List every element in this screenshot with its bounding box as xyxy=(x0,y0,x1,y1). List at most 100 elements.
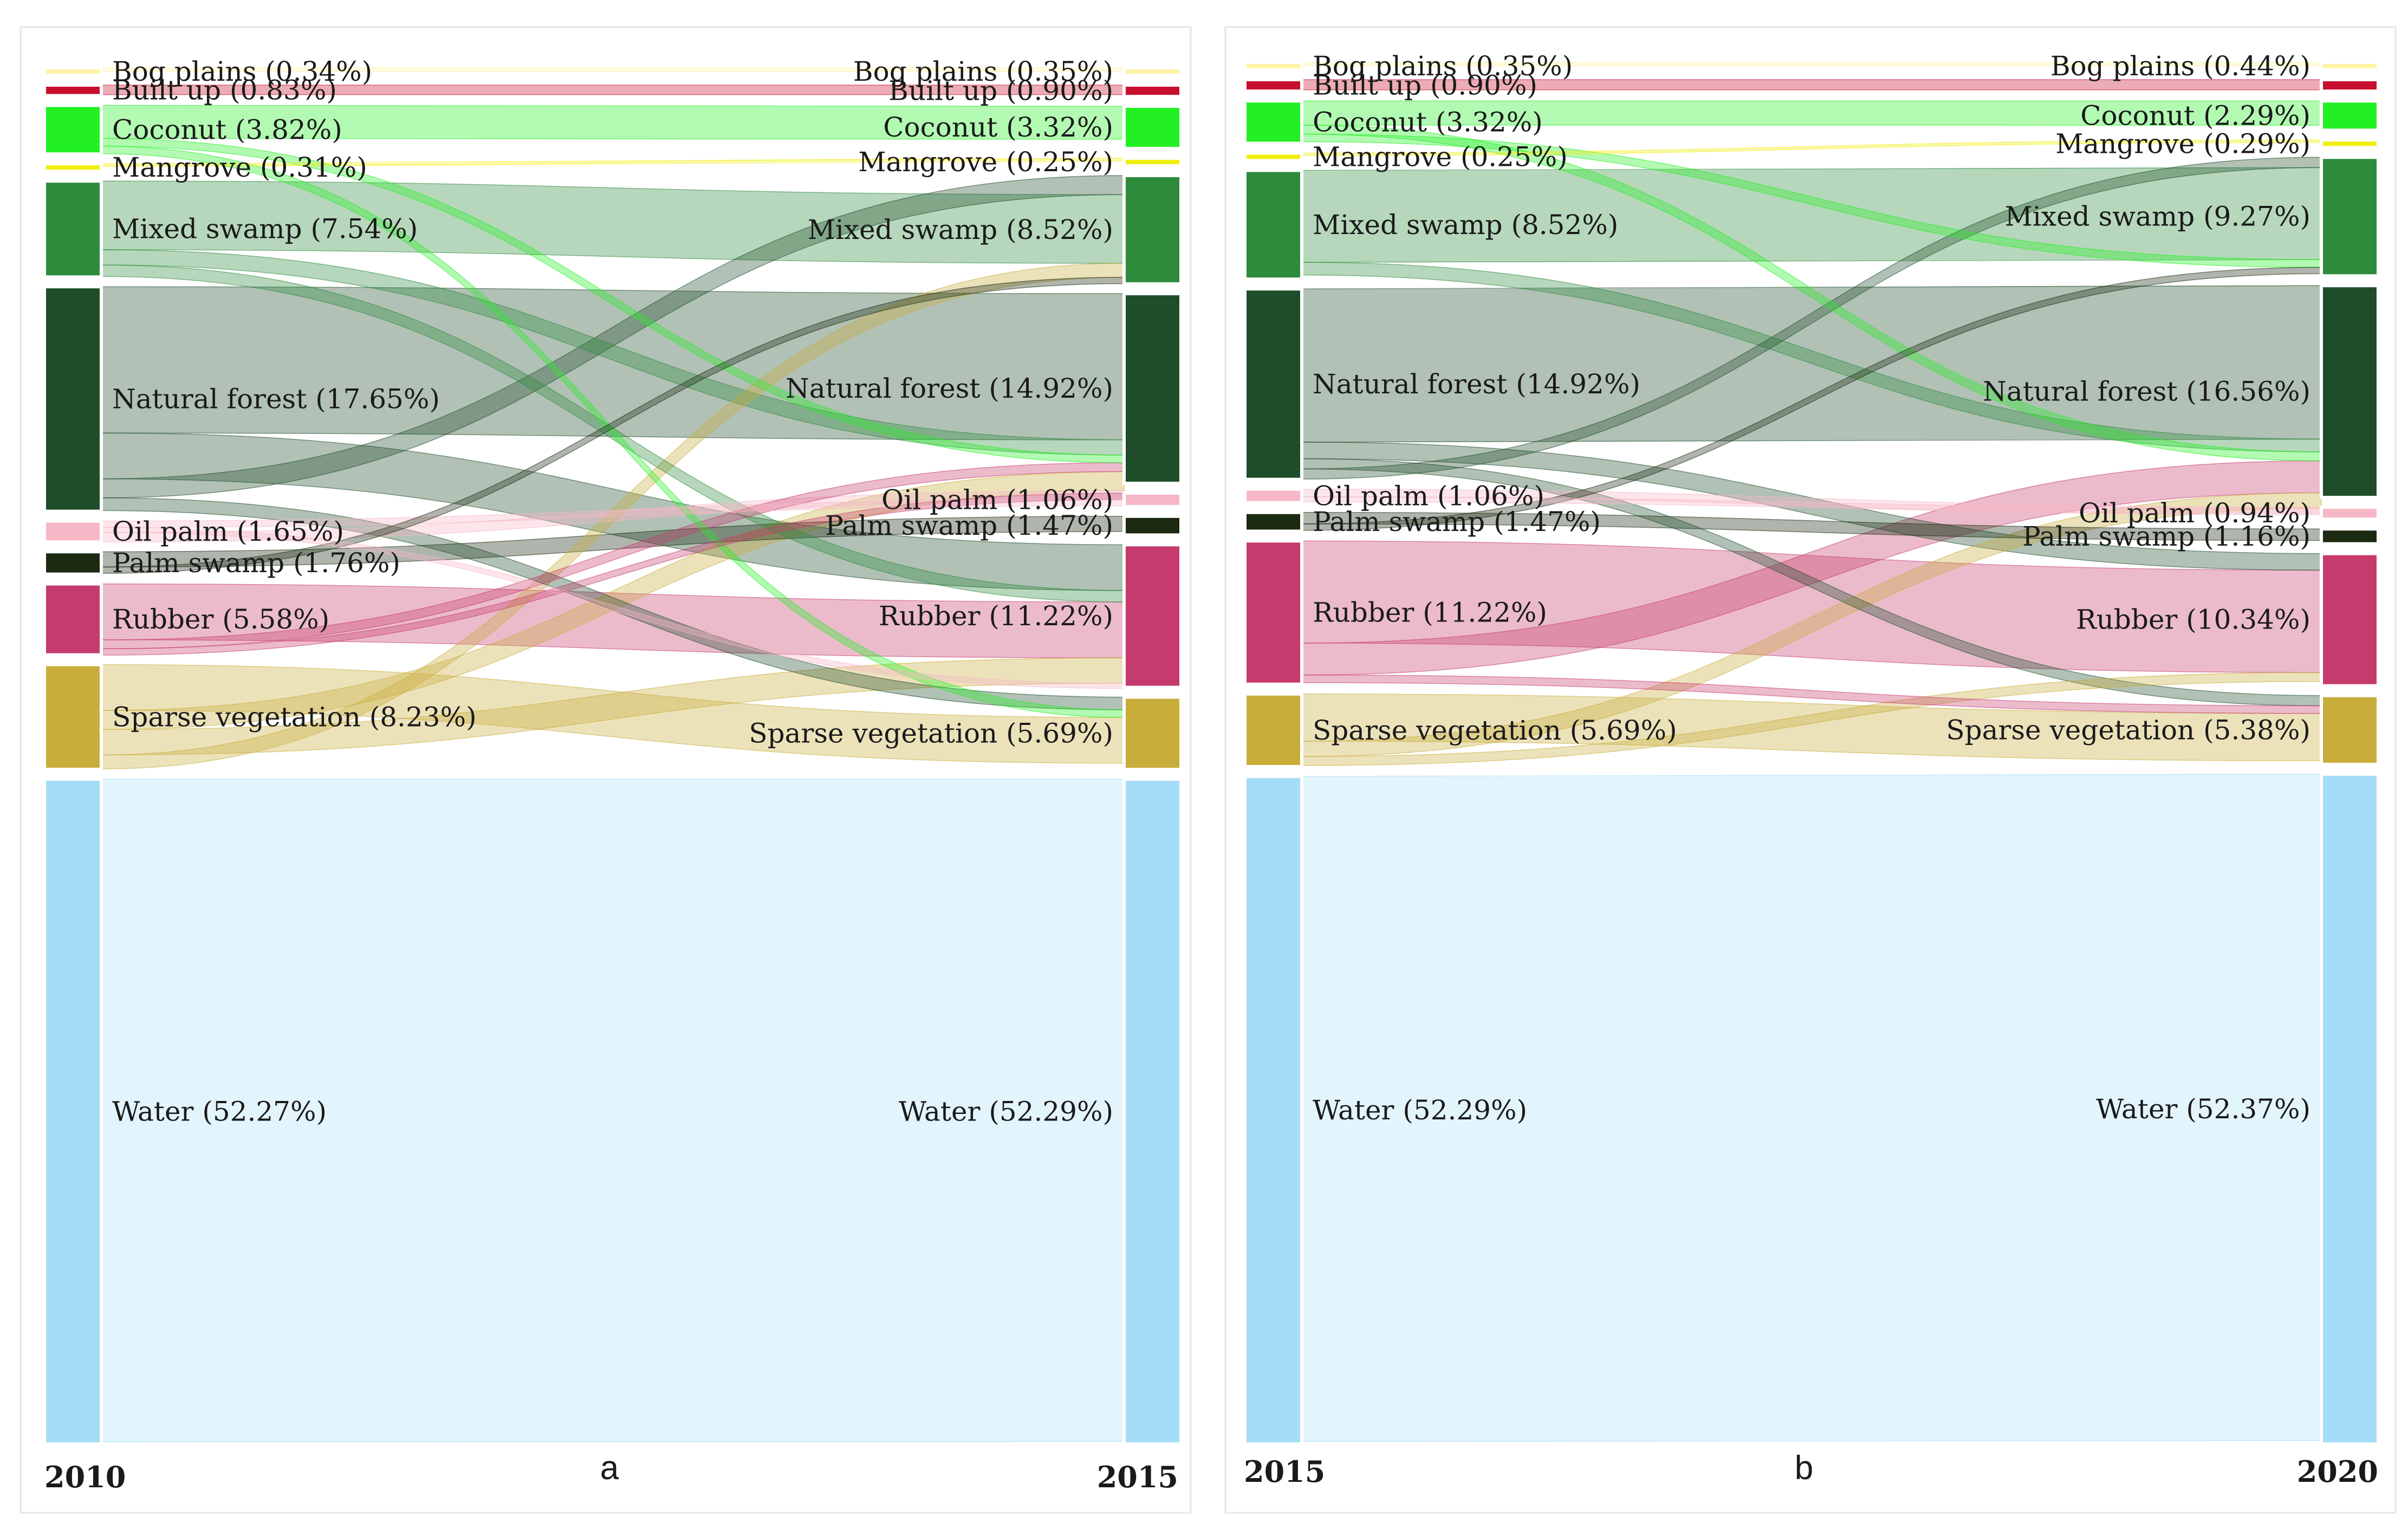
label-left-mixed-swamp: Mixed swamp (7.54%) xyxy=(112,213,418,245)
node-right-natural-forest xyxy=(2320,284,2380,500)
node-left-mangrove xyxy=(1243,151,1303,163)
label-left-rubber: Rubber (11.22%) xyxy=(1313,597,1547,629)
label-right-mangrove: Mangrove (0.25%) xyxy=(858,146,1113,178)
label-left-natural-forest: Natural forest (17.65%) xyxy=(112,383,440,414)
label-left-built-up: Built up (0.90%) xyxy=(1313,70,1537,101)
node-left-sparse-vegetation xyxy=(1243,692,1303,768)
label-right-bog-plains: Bog plains (0.35%) xyxy=(853,56,1113,87)
node-right-rubber xyxy=(1122,543,1183,689)
panel-b-left-year: 2015 xyxy=(1244,1454,1325,1489)
label-left-mangrove: Mangrove (0.31%) xyxy=(112,152,367,183)
node-right-natural-forest xyxy=(1122,291,1183,485)
node-left-coconut xyxy=(43,103,103,156)
flow-natural-forest-to-natural-forest xyxy=(101,286,1125,440)
node-left-rubber xyxy=(43,582,103,657)
label-left-built-up: Built up (0.83%) xyxy=(112,75,337,106)
node-right-sparse-vegetation xyxy=(2320,694,2380,766)
panel-b-left-nodes xyxy=(1243,61,1303,1446)
node-left-oil-palm xyxy=(1243,487,1303,504)
label-left-water: Water (52.29%) xyxy=(1313,1094,1527,1126)
node-right-mixed-swamp xyxy=(1122,174,1183,286)
node-left-bog-plains xyxy=(1243,61,1303,72)
panel-b-flows xyxy=(1301,62,2322,1442)
panel-b-letter: b xyxy=(1795,1449,1813,1487)
label-right-water: Water (52.29%) xyxy=(899,1096,1113,1128)
node-left-mangrove xyxy=(43,162,103,173)
label-right-mixed-swamp: Mixed swamp (8.52%) xyxy=(808,214,1113,245)
node-left-built-up xyxy=(1243,78,1303,93)
label-right-coconut: Coconut (2.29%) xyxy=(2080,100,2310,131)
label-right-rubber: Rubber (10.34%) xyxy=(2076,604,2310,636)
node-left-bog-plains xyxy=(43,66,103,77)
label-left-mangrove: Mangrove (0.25%) xyxy=(1313,141,1568,172)
node-right-coconut xyxy=(1122,105,1183,151)
node-left-coconut xyxy=(1243,99,1303,145)
node-right-built-up xyxy=(2320,78,2380,93)
node-left-mixed-swamp xyxy=(43,179,103,279)
label-left-palm-swamp: Palm swamp (1.76%) xyxy=(112,547,400,579)
node-right-coconut xyxy=(2320,99,2380,132)
panel-a-labels: Bog plains (0.34%)Built up (0.83%) Coconu… xyxy=(112,56,1113,1128)
panel-b-frame xyxy=(1224,26,2397,1514)
panel-a-letter: a xyxy=(600,1449,619,1487)
panel-a-frame xyxy=(20,26,1192,1514)
node-left-built-up xyxy=(43,83,103,98)
label-left-water: Water (52.27%) xyxy=(112,1096,327,1127)
label-right-built-up: Built up (0.90%) xyxy=(888,75,1113,107)
node-right-built-up xyxy=(1122,83,1183,99)
panel-b: Bog plains (0.35%)Built up (0.90%) Coconu… xyxy=(1224,26,2397,1514)
panel-b-right-nodes xyxy=(2320,61,2380,1446)
node-right-oil-palm xyxy=(2320,506,2380,521)
label-right-mangrove: Mangrove (0.29%) xyxy=(2055,128,2310,159)
label-right-oil-palm: Oil palm (1.06%) xyxy=(881,484,1113,515)
label-left-bog-plains: Bog plains (0.35%) xyxy=(1313,50,1573,82)
node-left-palm-swamp xyxy=(1243,510,1303,533)
node-left-rubber xyxy=(1243,539,1303,686)
node-right-mixed-swamp xyxy=(2320,156,2380,278)
label-right-mixed-swamp: Mixed swamp (9.27%) xyxy=(2005,201,2310,232)
label-left-sparse-vegetation: Sparse vegetation (5.69%) xyxy=(1313,715,1677,746)
label-right-sparse-vegetation: Sparse vegetation (5.38%) xyxy=(1946,714,2310,746)
label-right-palm-swamp: Palm swamp (1.16%) xyxy=(2022,521,2310,552)
label-right-sparse-vegetation: Sparse vegetation (5.69%) xyxy=(749,717,1113,749)
node-right-rubber xyxy=(2320,552,2380,688)
node-right-water xyxy=(2320,772,2380,1446)
label-right-bog-plains: Bog plains (0.44%) xyxy=(2050,50,2310,82)
panel-a-flows xyxy=(101,67,1125,1442)
panel-a-left-nodes xyxy=(43,66,103,1446)
label-left-natural-forest: Natural forest (14.92%) xyxy=(1313,368,1640,400)
node-left-natural-forest xyxy=(43,285,103,513)
node-left-sparse-vegetation xyxy=(43,663,103,771)
label-right-natural-forest: Natural forest (14.92%) xyxy=(786,373,1113,404)
label-left-rubber: Rubber (5.58%) xyxy=(112,604,329,635)
label-right-natural-forest: Natural forest (16.56%) xyxy=(1983,376,2310,407)
node-right-bog-plains xyxy=(1122,66,1183,77)
node-right-palm-swamp xyxy=(1122,514,1183,537)
label-right-rubber: Rubber (11.22%) xyxy=(879,600,1113,632)
node-left-mixed-swamp xyxy=(1243,169,1303,281)
panel-b-right-year: 2020 xyxy=(2297,1454,2378,1489)
label-left-oil-palm: Oil palm (1.06%) xyxy=(1313,480,1544,511)
label-left-coconut: Coconut (3.32%) xyxy=(1313,106,1543,138)
label-left-bog-plains: Bog plains (0.34%) xyxy=(112,56,372,87)
node-left-natural-forest xyxy=(1243,287,1303,481)
panel-b-labels: Bog plains (0.35%)Built up (0.90%) Coconu… xyxy=(1313,50,2310,1126)
node-right-mangrove xyxy=(2320,138,2380,150)
node-left-palm-swamp xyxy=(43,550,103,576)
node-left-water xyxy=(43,777,103,1446)
label-left-mixed-swamp: Mixed swamp (8.52%) xyxy=(1313,209,1618,241)
node-right-bog-plains xyxy=(2320,61,2380,72)
label-left-oil-palm: Oil palm (1.65%) xyxy=(112,516,344,547)
label-right-palm-swamp: Palm swamp (1.47%) xyxy=(825,510,1113,541)
panel-a-right-nodes xyxy=(1122,66,1183,1446)
node-right-sparse-vegetation xyxy=(1122,695,1183,772)
node-left-oil-palm xyxy=(43,519,103,544)
node-right-palm-swamp xyxy=(2320,527,2380,546)
label-left-sparse-vegetation: Sparse vegetation (8.23%) xyxy=(112,701,477,733)
panel-a-left-year: 2010 xyxy=(44,1460,126,1494)
node-right-mangrove xyxy=(1122,157,1183,168)
node-left-water xyxy=(1243,774,1303,1446)
node-right-water xyxy=(1122,778,1183,1446)
